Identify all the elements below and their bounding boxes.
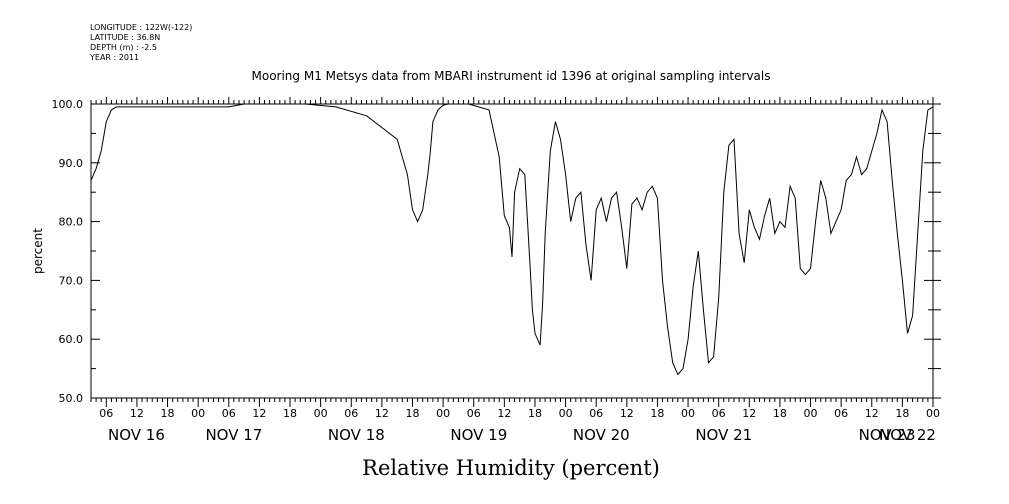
series-group bbox=[90, 103, 934, 376]
x-hour-label: 12 bbox=[742, 407, 756, 420]
x-hour-label: 18 bbox=[773, 407, 787, 420]
y-tick-label: 90.0 bbox=[59, 157, 84, 170]
x-hour-label: 06 bbox=[712, 407, 726, 420]
x-hour-label: 12 bbox=[497, 407, 511, 420]
x-hour-label: 12 bbox=[620, 407, 634, 420]
x-hour-label: 06 bbox=[589, 407, 603, 420]
x-ticks: 06 12 18 00 06 12 18 00 06 12 18 00 06 12 18 00 06 12 18 00… bbox=[90, 97, 940, 444]
x-hour-label: 12 bbox=[252, 407, 266, 420]
x-hour-label: 18 bbox=[283, 407, 297, 420]
x-hour-label: 00 bbox=[191, 407, 205, 420]
x-hour-label: 18 bbox=[895, 407, 909, 420]
chart-title: Mooring M1 Metsys data from MBARI instru… bbox=[252, 69, 771, 83]
year-label: YEAR : 2011 bbox=[89, 53, 139, 62]
x-hour-label: 06 bbox=[99, 407, 113, 420]
x-hour-label: 18 bbox=[161, 407, 175, 420]
x-day-label: NOV 17 bbox=[205, 426, 262, 444]
x-hour-label: 00 bbox=[559, 407, 573, 420]
longitude-label: LONGITUDE : 122W(-122) bbox=[90, 23, 192, 32]
x-hour-label: 06 bbox=[834, 407, 848, 420]
x-hour-label: 00 bbox=[926, 407, 940, 420]
x-hour-label: 18 bbox=[528, 407, 542, 420]
x-hour-label: 18 bbox=[650, 407, 664, 420]
x-hour-label: 12 bbox=[865, 407, 879, 420]
y-ticks: 50.0 60.0 70.0 80.0 90.0 100.0 bbox=[52, 98, 941, 405]
x-hour-label: 12 bbox=[130, 407, 144, 420]
x-day-label: NOV 22 bbox=[879, 426, 936, 444]
y-tick-label: 50.0 bbox=[59, 392, 84, 405]
y-tick-label: 80.0 bbox=[59, 216, 84, 229]
y-axis-title: percent bbox=[31, 228, 45, 274]
x-day-label: NOV 19 bbox=[450, 426, 507, 444]
x-hour-label: 12 bbox=[375, 407, 389, 420]
x-axis-title: Relative Humidity (percent) bbox=[362, 456, 660, 480]
x-hour-label: 00 bbox=[314, 407, 328, 420]
x-day-label: NOV 16 bbox=[108, 426, 165, 444]
x-day-label: NOV 21 bbox=[695, 426, 752, 444]
x-day-label: NOV 20 bbox=[573, 426, 630, 444]
x-hour-label: 18 bbox=[405, 407, 419, 420]
x-hour-label: 06 bbox=[222, 407, 236, 420]
y-tick-label: 60.0 bbox=[59, 333, 84, 346]
series-line-0 bbox=[90, 103, 934, 376]
x-hour-label: 00 bbox=[681, 407, 695, 420]
x-hour-label: 06 bbox=[344, 407, 358, 420]
depth-label: DEPTH (m) : -2.5 bbox=[90, 43, 157, 52]
x-day-label: NOV 23 bbox=[859, 426, 916, 444]
x-hour-label: 06 bbox=[467, 407, 481, 420]
x-hour-label: 00 bbox=[436, 407, 450, 420]
x-hour-label: 00 bbox=[804, 407, 818, 420]
x-day-label: NOV 18 bbox=[328, 426, 385, 444]
y-tick-label: 70.0 bbox=[59, 274, 84, 287]
latitude-label: LATITUDE : 36.8N bbox=[90, 33, 160, 42]
y-tick-label: 100.0 bbox=[52, 98, 84, 111]
